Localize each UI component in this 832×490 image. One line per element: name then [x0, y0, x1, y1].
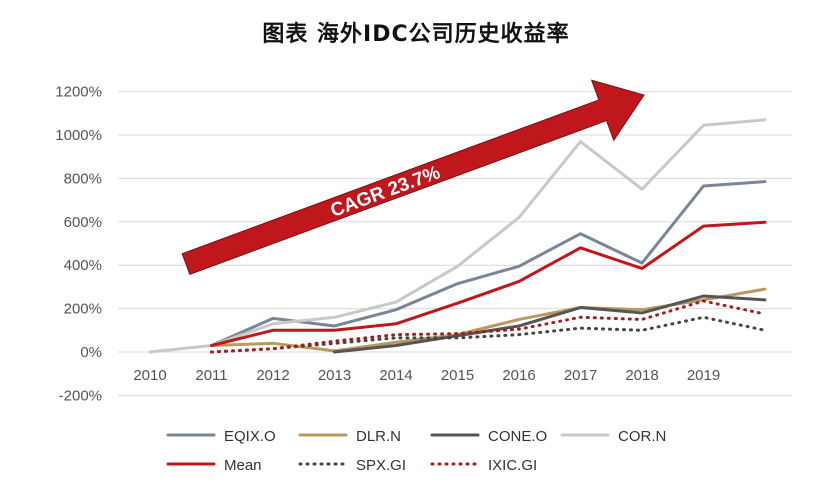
y-tick-labels: 1200% 1000% 800% 600% 400% 200% 0% -200% [55, 84, 102, 405]
cagr-arrow-body [181, 79, 645, 275]
y-tick-label: 0% [80, 344, 102, 361]
y-tick-label: 1200% [55, 84, 102, 101]
x-tick-label: 2017 [564, 367, 597, 384]
legend-label-spx-gi: SPX.GI [356, 457, 406, 474]
y-tick-label: 1000% [55, 127, 102, 144]
x-tick-label: 2012 [256, 367, 289, 384]
legend-label-eqix-o: EQIX.O [224, 428, 276, 445]
chart-title: 图表 海外IDC公司历史收益率 [262, 22, 570, 47]
legend-label-cone-o: CONE.O [488, 428, 547, 445]
x-tick-label: 2018 [625, 367, 658, 384]
series-line-eqix-o [210, 180, 767, 347]
y-tick-label: 800% [64, 170, 102, 187]
x-tick-labels: 2010 2011 2012 2013 2014 2015 2016 2017 2018 2019 [133, 367, 720, 384]
legend-label-cor-n: COR.N [618, 428, 666, 445]
y-tick-label: 400% [64, 257, 102, 274]
x-tick-label: 2011 [195, 367, 227, 384]
legend-label-mean: Mean [224, 457, 262, 474]
cagr-arrow-shape: CAGR 23.7% [181, 79, 645, 275]
y-tick-label: -200% [59, 387, 102, 404]
series-line-cor-n [148, 118, 767, 354]
y-tick-label: 600% [64, 214, 102, 231]
legend-label-ixic-gi: IXIC.GI [488, 457, 537, 474]
series-lines [148, 118, 767, 354]
x-tick-label: 2013 [318, 367, 351, 384]
y-tick-label: 200% [64, 301, 102, 318]
legend-label-dlr-n: DLR.N [356, 428, 401, 445]
series-line-cone-o [333, 294, 767, 354]
x-tick-label: 2015 [441, 367, 474, 384]
x-tick-label: 2010 [133, 367, 166, 384]
grid-lines [118, 91, 792, 396]
cagr-arrow: CAGR 23.7% [181, 79, 645, 275]
series-line-ixic-gi [210, 299, 767, 354]
series-line-mean [210, 220, 767, 347]
x-tick-label: 2019 [687, 367, 720, 384]
legend: EQIX.O DLR.N CONE.O COR.N Mean SPX.GI IXIC.GI [166, 428, 666, 474]
x-tick-label: 2016 [502, 367, 535, 384]
cagr-annotation: CAGR 23.7% [328, 162, 443, 222]
x-tick-label: 2014 [379, 367, 412, 384]
